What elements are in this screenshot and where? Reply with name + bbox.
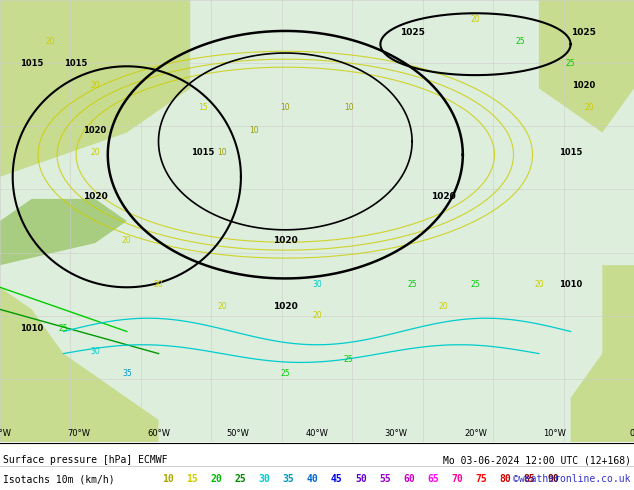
Polygon shape xyxy=(571,0,634,22)
Text: 35: 35 xyxy=(283,474,294,485)
Text: 60: 60 xyxy=(403,474,415,485)
Text: 1015: 1015 xyxy=(20,59,43,68)
Text: 1020: 1020 xyxy=(273,236,298,245)
Text: 1020: 1020 xyxy=(431,192,456,201)
Text: Mo 03-06-2024 12:00 UTC (12+168): Mo 03-06-2024 12:00 UTC (12+168) xyxy=(443,455,631,465)
Text: 1010: 1010 xyxy=(20,324,43,334)
Text: 40°W: 40°W xyxy=(306,429,328,438)
Text: 20: 20 xyxy=(46,37,56,46)
Text: 1020: 1020 xyxy=(84,125,107,135)
Text: 45: 45 xyxy=(331,474,342,485)
Text: 10: 10 xyxy=(162,474,174,485)
Text: 20: 20 xyxy=(90,81,100,90)
Polygon shape xyxy=(539,0,634,133)
Text: 25: 25 xyxy=(407,280,417,289)
Text: 15: 15 xyxy=(198,103,208,113)
Text: 80: 80 xyxy=(500,474,511,485)
Text: 50: 50 xyxy=(355,474,366,485)
Text: 25: 25 xyxy=(566,59,576,68)
Text: 20: 20 xyxy=(439,302,449,311)
Text: 20: 20 xyxy=(217,302,227,311)
Text: 20: 20 xyxy=(210,474,222,485)
Text: 20: 20 xyxy=(122,236,132,245)
Polygon shape xyxy=(0,0,190,177)
Text: 20: 20 xyxy=(534,280,544,289)
Text: 25: 25 xyxy=(58,324,68,334)
Text: 90: 90 xyxy=(548,474,559,485)
Text: 25: 25 xyxy=(515,37,525,46)
Text: 50°W: 50°W xyxy=(226,429,249,438)
Text: 1010: 1010 xyxy=(559,280,582,289)
Polygon shape xyxy=(0,199,127,265)
Text: 85: 85 xyxy=(524,474,535,485)
Text: 20: 20 xyxy=(585,103,595,113)
Text: 30°W: 30°W xyxy=(385,429,408,438)
Text: 25: 25 xyxy=(280,368,290,378)
Text: 60°W: 60°W xyxy=(147,429,170,438)
Text: 10: 10 xyxy=(217,147,227,157)
Text: 70: 70 xyxy=(451,474,463,485)
Text: 10: 10 xyxy=(280,103,290,113)
Text: 1025: 1025 xyxy=(571,28,596,37)
Text: 25: 25 xyxy=(344,355,354,365)
Polygon shape xyxy=(571,265,634,442)
Text: 55: 55 xyxy=(379,474,391,485)
Text: 35: 35 xyxy=(122,368,132,378)
Text: Isotachs 10m (km/h): Isotachs 10m (km/h) xyxy=(3,474,115,485)
Text: 20: 20 xyxy=(90,147,100,157)
Text: 25: 25 xyxy=(235,474,246,485)
Text: 1015: 1015 xyxy=(65,59,87,68)
Text: 30: 30 xyxy=(312,280,322,289)
Text: 1020: 1020 xyxy=(273,302,298,311)
Text: 30: 30 xyxy=(90,346,100,356)
Text: 25: 25 xyxy=(470,280,481,289)
Text: 10: 10 xyxy=(344,103,354,113)
Text: 0°: 0° xyxy=(630,429,634,438)
Text: 10: 10 xyxy=(249,125,259,135)
Text: 20: 20 xyxy=(312,311,322,320)
Text: 20: 20 xyxy=(153,280,164,289)
Text: 20°W: 20°W xyxy=(464,429,487,438)
Text: 1015: 1015 xyxy=(191,147,214,157)
Text: Surface pressure [hPa] ECMWF: Surface pressure [hPa] ECMWF xyxy=(3,455,167,465)
Text: ©weatheronline.co.uk: ©weatheronline.co.uk xyxy=(514,474,631,485)
Text: 1020: 1020 xyxy=(572,81,595,90)
Text: 70°W: 70°W xyxy=(68,429,91,438)
Text: 75: 75 xyxy=(476,474,487,485)
Text: 1025: 1025 xyxy=(399,28,425,37)
Text: 40: 40 xyxy=(307,474,318,485)
Text: 20: 20 xyxy=(470,15,481,24)
Polygon shape xyxy=(0,287,158,442)
Text: 80°W: 80°W xyxy=(0,429,11,438)
Text: 10°W: 10°W xyxy=(543,429,566,438)
Text: 15: 15 xyxy=(186,474,198,485)
Text: 1020: 1020 xyxy=(82,192,108,201)
Text: 30: 30 xyxy=(259,474,270,485)
Text: 65: 65 xyxy=(427,474,439,485)
Text: 1015: 1015 xyxy=(559,147,582,157)
